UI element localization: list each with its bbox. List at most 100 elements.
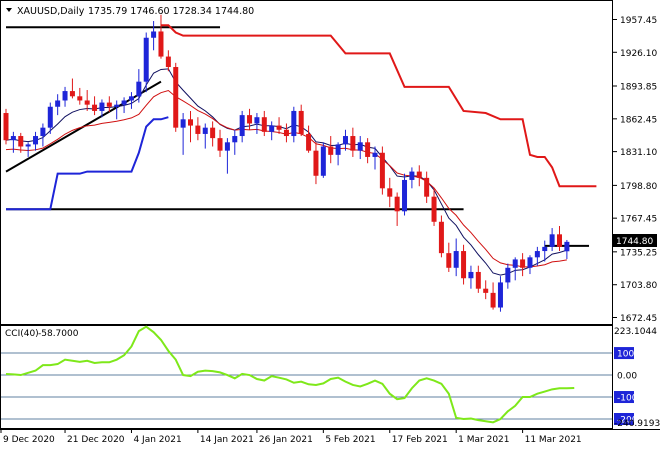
candle-body bbox=[62, 91, 68, 101]
time-tick-label: 5 Feb 2021 bbox=[325, 435, 375, 445]
cci-level-label: 0.00 bbox=[617, 372, 637, 382]
candle-body bbox=[239, 115, 245, 137]
ohlc-values: 1735.79 1746.60 1728.34 1744.80 bbox=[88, 6, 254, 17]
price-tick-label: 1735.25 bbox=[620, 248, 657, 258]
candle-body bbox=[298, 110, 304, 134]
candle-body bbox=[357, 142, 363, 151]
cci-level-tag bbox=[614, 391, 634, 404]
cci-level-tag bbox=[614, 413, 634, 426]
candle-body bbox=[416, 171, 422, 178]
candle-body bbox=[431, 196, 437, 222]
candle-body bbox=[106, 102, 112, 107]
time-tick-label: 11 Mar 2021 bbox=[525, 435, 582, 445]
candle-body bbox=[188, 119, 193, 126]
price-gridlines bbox=[612, 19, 617, 318]
candle-body bbox=[283, 129, 289, 137]
keltner-upper-band bbox=[160, 24, 597, 188]
candle-body bbox=[128, 96, 134, 101]
candle-body bbox=[512, 259, 518, 268]
dropdown-triangle-icon[interactable] bbox=[6, 8, 12, 12]
candle-body bbox=[254, 117, 260, 124]
candle-body bbox=[328, 146, 334, 155]
candle-body bbox=[557, 234, 562, 247]
cci-level-label: 100 bbox=[617, 350, 634, 360]
price-tick-label: 1831.10 bbox=[620, 148, 657, 158]
candle-body bbox=[217, 138, 223, 151]
candlesticks bbox=[3, 14, 570, 312]
candle-body bbox=[92, 104, 98, 111]
candle-body bbox=[158, 31, 164, 57]
time-tick-label: 9 Dec 2020 bbox=[3, 435, 55, 445]
candle-body bbox=[99, 102, 105, 111]
candle-body bbox=[202, 127, 208, 134]
candle-body bbox=[3, 113, 9, 141]
cci-indicator: 100 0.00 -100 -200 223.1044 -240.9193 bbox=[1, 325, 660, 429]
candle-body bbox=[173, 67, 179, 128]
cci-min-label: -240.9193 bbox=[614, 419, 660, 429]
price-tick-label: 1703.80 bbox=[620, 281, 657, 291]
candle-body bbox=[394, 196, 400, 212]
candle-body bbox=[379, 152, 385, 189]
candle-body bbox=[180, 119, 186, 128]
candle-body bbox=[365, 142, 371, 157]
candle-body bbox=[306, 133, 312, 151]
candle-body bbox=[542, 246, 548, 252]
candle-body bbox=[47, 106, 53, 128]
current-price-label: 1744.80 bbox=[616, 237, 653, 247]
candle-body bbox=[335, 144, 341, 155]
candle-body bbox=[291, 110, 297, 137]
price-axis: 1957.45 1926.10 1893.85 1862.45 1831.10 1798.… bbox=[620, 16, 657, 324]
candle-body bbox=[33, 136, 39, 145]
candle-body bbox=[313, 150, 319, 176]
candle-body bbox=[40, 127, 46, 137]
price-tick-label: 1767.45 bbox=[620, 215, 657, 225]
candle-body bbox=[402, 179, 408, 212]
candle-body bbox=[483, 288, 489, 293]
candle-body bbox=[350, 136, 356, 151]
candle-body bbox=[232, 136, 238, 143]
candle-body bbox=[387, 188, 393, 197]
cci-label: CCI(40) bbox=[5, 329, 39, 339]
cci-line bbox=[5, 325, 575, 424]
candle-body bbox=[18, 136, 24, 147]
symbol-label: XAUUSD,Daily bbox=[17, 6, 85, 17]
time-tick-label: 1 Mar 2021 bbox=[458, 435, 509, 445]
time-axis: 9 Dec 2020 21 Dec 2020 4 Jan 2021 14 Jan 20… bbox=[0, 429, 582, 445]
price-tick-label: 1893.85 bbox=[620, 83, 657, 93]
candle-body bbox=[409, 171, 415, 180]
candle-body bbox=[342, 136, 348, 145]
indicator-pane[interactable] bbox=[0, 325, 613, 429]
candle-body bbox=[520, 259, 526, 268]
current-price-tag bbox=[613, 234, 657, 247]
candle-body bbox=[136, 81, 142, 97]
candle-body bbox=[534, 251, 540, 258]
time-tick-label: 17 Feb 2021 bbox=[392, 435, 448, 445]
cci-level-label: -200 bbox=[617, 416, 638, 426]
candle-body bbox=[438, 221, 444, 254]
candle-body bbox=[165, 56, 171, 68]
candle-body bbox=[468, 271, 474, 279]
main-price-pane[interactable] bbox=[0, 0, 613, 325]
candle-body bbox=[269, 125, 275, 132]
candle-body bbox=[446, 253, 452, 268]
candle-body bbox=[195, 125, 201, 134]
candle-body bbox=[77, 96, 83, 101]
candle-body bbox=[490, 292, 496, 308]
candle-body bbox=[564, 241, 570, 252]
candle-body bbox=[121, 100, 127, 105]
candle-body bbox=[114, 104, 120, 107]
price-tick-label: 1798.80 bbox=[620, 182, 657, 192]
candle-body bbox=[261, 117, 267, 132]
candle-body bbox=[25, 144, 31, 147]
keltner-lower-band bbox=[6, 116, 169, 211]
candle-body bbox=[424, 177, 430, 197]
candle-body bbox=[320, 146, 326, 176]
candle-body bbox=[276, 125, 282, 130]
time-tick-label: 14 Jan 2021 bbox=[200, 435, 254, 445]
cci-max-label: 223.1044 bbox=[614, 327, 657, 337]
candle-body bbox=[549, 234, 555, 247]
time-tick-label: 26 Jan 2021 bbox=[259, 435, 313, 445]
candle-body bbox=[461, 251, 467, 279]
price-tick-label: 1957.45 bbox=[620, 16, 657, 26]
